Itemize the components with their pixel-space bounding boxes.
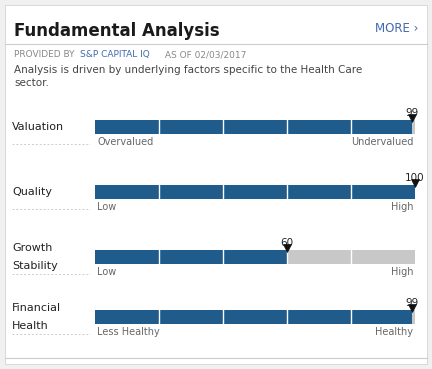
- Text: Undervalued: Undervalued: [351, 137, 413, 147]
- Bar: [95, 250, 287, 264]
- Bar: [95, 120, 415, 134]
- Text: High: High: [391, 267, 413, 277]
- Text: sector.: sector.: [14, 78, 49, 88]
- Text: PROVIDED BY: PROVIDED BY: [14, 50, 77, 59]
- Text: Low: Low: [97, 202, 116, 212]
- FancyBboxPatch shape: [5, 5, 427, 364]
- Text: Low: Low: [97, 267, 116, 277]
- Text: Stability: Stability: [12, 261, 58, 271]
- Bar: [95, 120, 412, 134]
- Text: Fundamental Analysis: Fundamental Analysis: [14, 22, 219, 40]
- Text: 99: 99: [405, 298, 419, 308]
- Text: Health: Health: [12, 321, 49, 331]
- Text: 60: 60: [280, 238, 294, 248]
- Bar: [95, 250, 415, 264]
- Text: Valuation: Valuation: [12, 122, 64, 132]
- Text: Less Healthy: Less Healthy: [97, 327, 160, 337]
- Text: Growth: Growth: [12, 243, 52, 253]
- Bar: [95, 185, 415, 199]
- Text: MORE ›: MORE ›: [375, 22, 418, 35]
- Text: AS OF 02/03/2017: AS OF 02/03/2017: [162, 50, 246, 59]
- Text: Quality: Quality: [12, 187, 52, 197]
- Text: Financial: Financial: [12, 303, 61, 313]
- Text: 99: 99: [405, 108, 419, 118]
- Text: S&P CAPITAL IQ: S&P CAPITAL IQ: [80, 50, 150, 59]
- Text: Overvalued: Overvalued: [97, 137, 153, 147]
- Text: Healthy: Healthy: [375, 327, 413, 337]
- Bar: [95, 310, 415, 324]
- Bar: [95, 185, 415, 199]
- Text: High: High: [391, 202, 413, 212]
- Bar: [95, 310, 412, 324]
- Text: Analysis is driven by underlying factors specific to the Health Care: Analysis is driven by underlying factors…: [14, 65, 362, 75]
- Text: 100: 100: [405, 173, 425, 183]
